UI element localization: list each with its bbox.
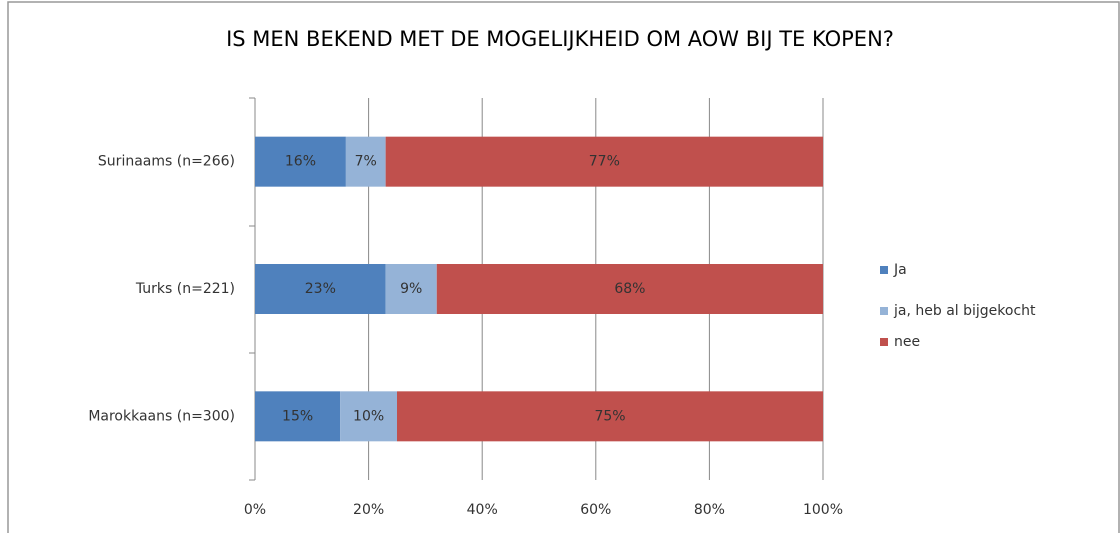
chart-frame bbox=[7, 1, 1120, 533]
bar-segment bbox=[340, 391, 397, 442]
data-label: 16% bbox=[285, 154, 316, 170]
legend-label: nee bbox=[894, 334, 920, 350]
x-tick-label: 80% bbox=[694, 502, 725, 518]
data-label: 68% bbox=[614, 281, 645, 297]
axes bbox=[249, 97, 256, 481]
bar-segment bbox=[345, 136, 386, 187]
x-tick-label: 40% bbox=[467, 502, 498, 518]
bar-segment bbox=[255, 391, 341, 442]
x-tick-label: 20% bbox=[353, 502, 384, 518]
data-label: 9% bbox=[400, 281, 422, 297]
data-label: 75% bbox=[594, 408, 625, 424]
legend-label: Ja bbox=[893, 262, 907, 278]
chart-title: IS MEN BEKEND MET DE MOGELIJKHEID OM AOW… bbox=[226, 27, 894, 51]
bar-segment bbox=[255, 264, 386, 314]
x-tick-label: 100% bbox=[803, 502, 843, 518]
bar-segment bbox=[397, 391, 823, 442]
bar-segment bbox=[385, 136, 823, 187]
y-tick-label: Turks (n=221) bbox=[135, 281, 235, 297]
bar-segment bbox=[385, 264, 437, 314]
legend-swatch bbox=[880, 307, 888, 315]
y-tick-label: Surinaams (n=266) bbox=[98, 154, 235, 170]
data-label: 77% bbox=[589, 154, 620, 170]
bar-segment bbox=[436, 264, 823, 314]
data-label: 15% bbox=[282, 408, 313, 424]
data-label: 10% bbox=[353, 408, 384, 424]
x-tick-label: 0% bbox=[244, 502, 266, 518]
y-tick-label: Marokkaans (n=300) bbox=[88, 408, 235, 424]
data-label: 23% bbox=[305, 281, 336, 297]
legend-label: ja, heb al bijgekocht bbox=[893, 303, 1036, 319]
legend-swatch bbox=[880, 266, 888, 274]
bar-segment bbox=[255, 136, 346, 187]
legend-swatch bbox=[880, 338, 888, 346]
x-tick-label: 60% bbox=[580, 502, 611, 518]
data-label: 7% bbox=[355, 154, 377, 170]
